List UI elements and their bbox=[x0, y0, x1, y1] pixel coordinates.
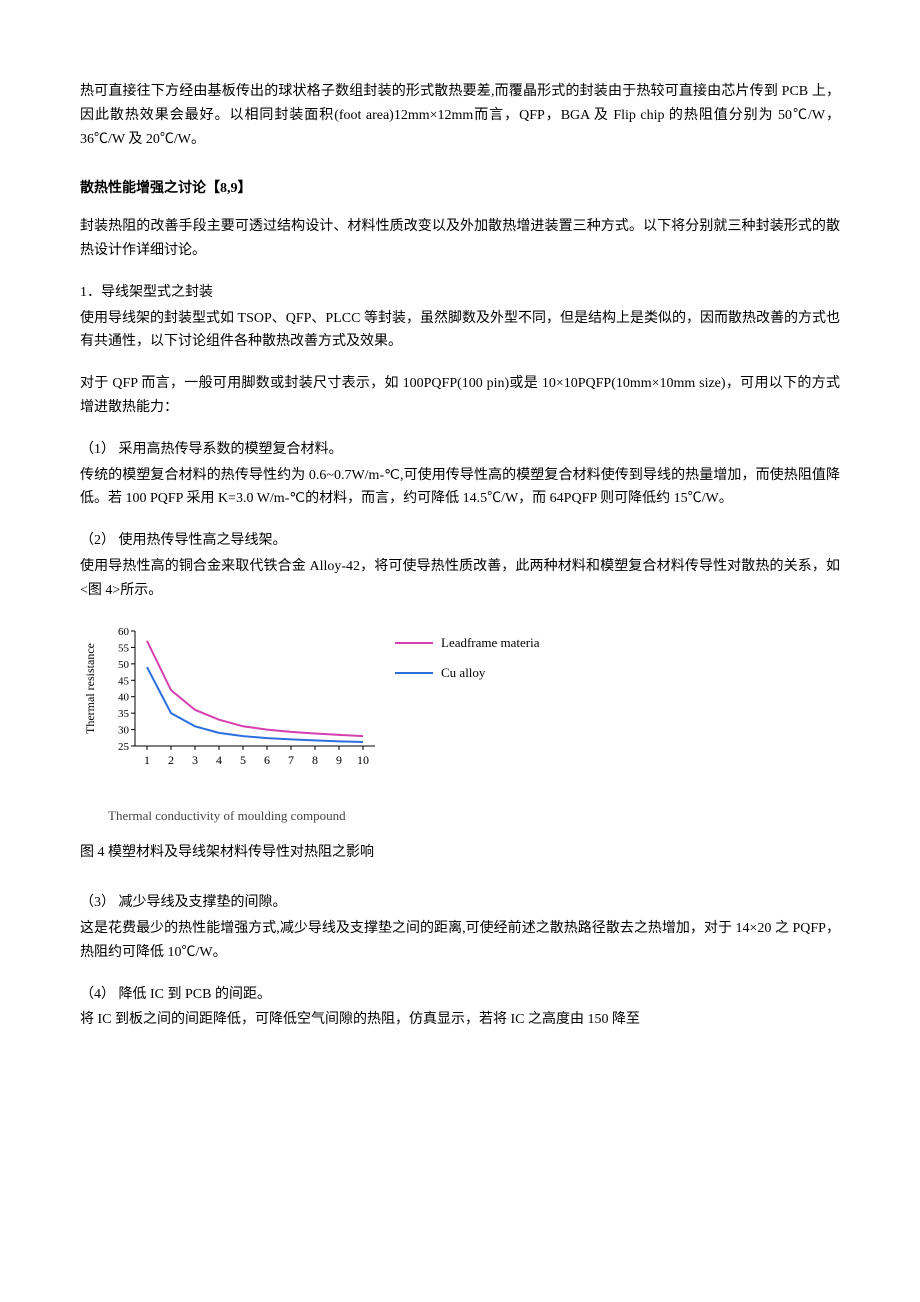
figure4-chart: Thermal resistance2530354045505560123456… bbox=[80, 621, 840, 828]
item3-paragraph: 这是花费最少的热性能增强方式,减少导线及支撑垫之间的距离,可使经前述之散热路径散… bbox=[80, 917, 840, 965]
discussion-paragraph: 封装热阻的改善手段主要可透过结构设计、材料性质改变以及外加散热增进装置三种方式。… bbox=[80, 215, 840, 263]
item1-heading: （1） 采用高热传导系数的模塑复合材料。 bbox=[80, 438, 840, 462]
svg-text:5: 5 bbox=[240, 753, 246, 767]
page: 热可直接往下方经由基板传出的球状格子数组封装的形式散热要差,而覆晶形式的封装由于… bbox=[0, 0, 920, 1110]
chart-xlabel: Thermal conductivity of moulding compoun… bbox=[80, 805, 840, 827]
svg-text:Cu alloy: Cu alloy bbox=[441, 665, 486, 680]
svg-text:30: 30 bbox=[118, 724, 130, 736]
svg-text:45: 45 bbox=[118, 675, 130, 687]
svg-text:8: 8 bbox=[312, 753, 318, 767]
svg-text:2: 2 bbox=[168, 753, 174, 767]
svg-text:50: 50 bbox=[118, 658, 130, 670]
svg-text:4: 4 bbox=[216, 753, 222, 767]
svg-text:Thermal resistance: Thermal resistance bbox=[83, 643, 97, 734]
svg-text:1: 1 bbox=[144, 753, 150, 767]
svg-text:55: 55 bbox=[118, 642, 130, 654]
svg-text:9: 9 bbox=[336, 753, 342, 767]
item4-heading: （4） 降低 IC 到 PCB 的间距。 bbox=[80, 983, 840, 1007]
svg-text:25: 25 bbox=[118, 741, 130, 753]
item2-heading: （2） 使用热传导性高之导线架。 bbox=[80, 529, 840, 553]
qfp-paragraph: 对于 QFP 而言，一般可用脚数或封装尺寸表示，如 100PQFP(100 pi… bbox=[80, 372, 840, 420]
svg-text:40: 40 bbox=[118, 691, 130, 703]
svg-text:7: 7 bbox=[288, 753, 294, 767]
subsection-heading-leadframe: 1．导线架型式之封装 bbox=[80, 281, 840, 305]
item1-paragraph: 传统的模塑复合材料的热传导性约为 0.6~0.7W/m-℃,可使用传导性高的模塑… bbox=[80, 464, 840, 512]
item3-heading: （3） 减少导线及支撑垫的间隙。 bbox=[80, 891, 840, 915]
leadframe-paragraph: 使用导线架的封装型式如 TSOP、QFP、PLCC 等封装，虽然脚数及外型不同，… bbox=[80, 307, 840, 355]
item4-paragraph: 将 IC 到板之间的间距降低，可降低空气间隙的热阻，仿真显示，若将 IC 之高度… bbox=[80, 1008, 840, 1032]
svg-text:6: 6 bbox=[264, 753, 270, 767]
intro-paragraph: 热可直接往下方经由基板传出的球状格子数组封装的形式散热要差,而覆晶形式的封装由于… bbox=[80, 80, 840, 151]
svg-text:10: 10 bbox=[357, 753, 369, 767]
item2-paragraph: 使用导热性高的铜合金来取代铁合金 Alloy-42，将可使导热性质改善，此两种材… bbox=[80, 555, 840, 603]
svg-text:3: 3 bbox=[192, 753, 198, 767]
chart-svg: Thermal resistance2530354045505560123456… bbox=[80, 621, 540, 791]
svg-text:35: 35 bbox=[118, 708, 130, 720]
figure4-caption: 图 4 模塑材料及导线架材料传导性对热阻之影响 bbox=[80, 841, 840, 865]
svg-text:Leadframe material(Alloy-42): Leadframe material(Alloy-42) bbox=[441, 635, 540, 650]
section-heading-discussion: 散热性能增强之讨论【8,9】 bbox=[80, 177, 840, 201]
svg-text:60: 60 bbox=[118, 626, 130, 638]
